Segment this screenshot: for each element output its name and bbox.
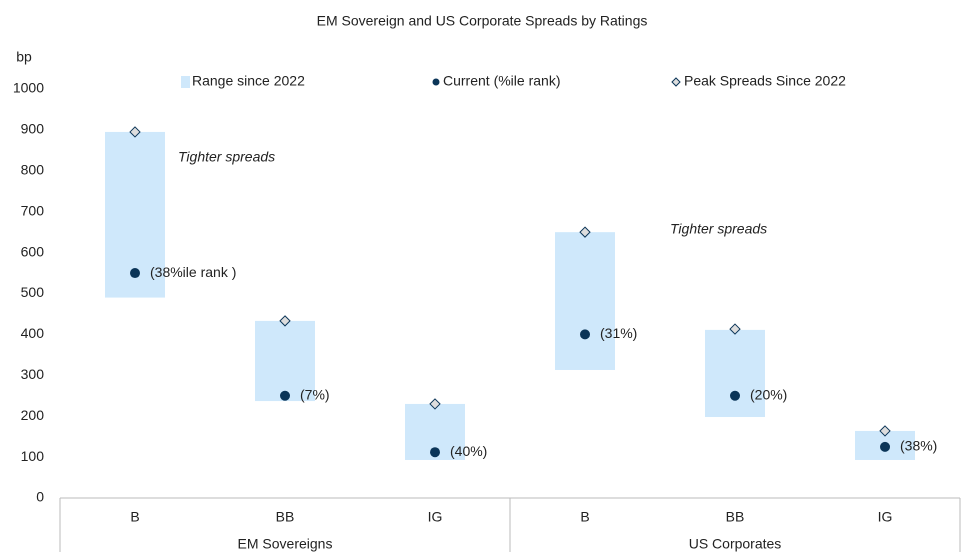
- peak-marker: [729, 323, 741, 335]
- y-tick-label: 700: [21, 202, 45, 218]
- x-tick-label: B: [130, 509, 139, 525]
- legend-label: Peak Spreads Since 2022: [684, 73, 846, 89]
- y-tick-label: 100: [21, 448, 45, 464]
- current-marker: [430, 447, 440, 458]
- x-tick-label: IG: [878, 509, 893, 525]
- group-label: EM Sovereigns: [238, 536, 333, 552]
- x-tick-label: B: [580, 509, 589, 525]
- y-tick-label: 400: [21, 325, 45, 341]
- legend-swatch: [671, 77, 681, 87]
- current-marker: [880, 441, 890, 452]
- point-label: (38%): [900, 438, 937, 454]
- current-marker: [280, 390, 290, 401]
- range-bar: [555, 232, 615, 370]
- range-bar: [255, 320, 315, 402]
- peak-marker: [879, 425, 891, 437]
- y-tick-label: 0: [36, 489, 44, 505]
- peak-marker: [579, 226, 591, 238]
- current-marker: [130, 268, 140, 279]
- peak-marker: [279, 315, 291, 327]
- annotation: Tighter spreads: [178, 149, 275, 165]
- legend-swatch: [432, 78, 440, 86]
- y-tick-label: 500: [21, 284, 45, 300]
- y-tick-label: 300: [21, 366, 45, 382]
- x-tick-label: IG: [428, 509, 443, 525]
- y-axis-label: bp: [16, 49, 32, 65]
- legend-label: Range since 2022: [192, 73, 305, 89]
- peak-marker: [429, 398, 441, 410]
- y-tick-label: 800: [21, 162, 45, 178]
- point-label: (31%): [600, 325, 637, 341]
- point-label: (7%): [300, 386, 330, 402]
- point-label: (38%ile rank ): [150, 264, 236, 280]
- range-bar: [705, 329, 765, 418]
- group-label: US Corporates: [689, 536, 782, 552]
- y-tick-label: 600: [21, 243, 45, 259]
- legend-label: Current (%ile rank): [443, 73, 560, 89]
- current-marker: [730, 390, 740, 401]
- annotation: Tighter spreads: [670, 221, 767, 237]
- legend-swatch: [181, 76, 190, 88]
- x-tick-label: BB: [276, 509, 295, 525]
- peak-marker: [129, 126, 141, 138]
- x-tick-label: BB: [726, 509, 745, 525]
- y-tick-label: 1000: [13, 80, 44, 96]
- y-tick-label: 900: [21, 121, 45, 137]
- y-tick-label: 200: [21, 407, 45, 423]
- current-marker: [580, 329, 590, 340]
- chart-title: EM Sovereign and US Corporate Spreads by…: [317, 13, 648, 29]
- point-label: (20%): [750, 386, 787, 402]
- point-label: (40%): [450, 443, 487, 459]
